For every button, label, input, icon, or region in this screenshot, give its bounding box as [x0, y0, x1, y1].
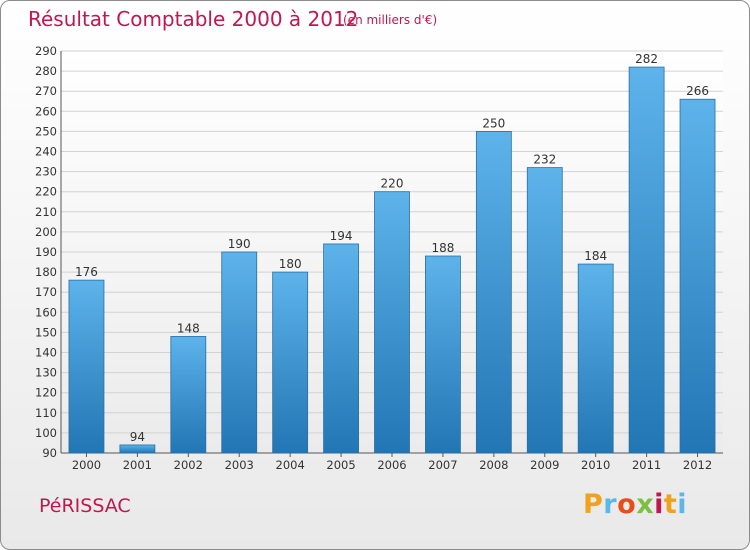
bar-2011: [628, 66, 665, 454]
bar-2002: [170, 336, 207, 454]
y-tick-label: 210: [35, 205, 57, 219]
logo-letter: x: [636, 489, 655, 520]
bar-2010: [577, 263, 614, 454]
data-label-2000: 176: [75, 265, 98, 279]
y-tick-label: 120: [35, 386, 57, 400]
data-label-2008: 250: [482, 116, 505, 130]
bar-2006: [374, 191, 410, 454]
y-tick-label: 250: [35, 124, 57, 138]
y-tick-label: 110: [35, 406, 57, 420]
x-tick-label-2002: 2002: [174, 458, 203, 472]
y-tick-label: 130: [35, 366, 57, 380]
y-tick-label: 100: [35, 426, 57, 440]
bar-2005: [323, 243, 359, 454]
y-tick-label: 150: [35, 325, 57, 339]
data-label-2011: 282: [635, 52, 658, 66]
y-tick-label: 280: [35, 64, 57, 78]
bar-2004: [272, 271, 309, 454]
x-tick-label-2001: 2001: [123, 458, 152, 472]
y-tick-label: 240: [35, 145, 57, 159]
x-tick-label-2008: 2008: [479, 458, 508, 472]
data-label-2007: 188: [431, 241, 454, 255]
x-tick-label-2012: 2012: [683, 458, 712, 472]
y-tick-label: 190: [35, 245, 57, 259]
x-tick-label-2007: 2007: [428, 458, 457, 472]
y-tick-label: 160: [35, 305, 57, 319]
data-label-2009: 232: [533, 153, 556, 167]
y-tick-label: 200: [35, 225, 57, 239]
logo-letter: i: [654, 489, 664, 520]
logo-letter: o: [617, 489, 637, 520]
bar-2009: [526, 167, 563, 454]
x-tick-label-2011: 2011: [632, 458, 661, 472]
bar-2007: [425, 255, 461, 454]
data-label-2003: 190: [228, 237, 251, 251]
bar-2008: [475, 130, 512, 454]
chart-title: Résultat Comptable 2000 à 2012: [28, 7, 359, 31]
y-tick-label: 180: [35, 265, 57, 279]
x-tick-label-2003: 2003: [225, 458, 254, 472]
data-label-2012: 266: [686, 84, 709, 98]
y-tick-label: 220: [35, 185, 57, 199]
x-tick-label-2010: 2010: [581, 458, 610, 472]
commune-name: PéRISSAC: [39, 495, 131, 517]
data-label-2002: 148: [177, 321, 200, 335]
logo-letter: t: [663, 489, 678, 520]
data-label-2010: 184: [584, 249, 607, 263]
chart-subtitle: (en milliers d'€): [343, 13, 438, 27]
bar-2012: [679, 98, 716, 454]
bar-2000: [68, 279, 105, 454]
logo-letter: r: [603, 489, 618, 520]
x-tick-label-2004: 2004: [276, 458, 305, 472]
logo-letter: i: [677, 489, 688, 520]
y-tick-label: 140: [35, 346, 57, 360]
logo-letter: P: [583, 489, 604, 520]
data-label-2004: 180: [279, 257, 302, 271]
x-tick-label-2000: 2000: [72, 458, 101, 472]
x-tick-label-2009: 2009: [530, 458, 559, 472]
y-tick-label: 270: [35, 84, 57, 98]
bar-2001: [119, 444, 156, 454]
y-tick-label: 290: [35, 44, 57, 58]
data-label-2005: 194: [330, 229, 353, 243]
y-tick-label: 260: [35, 104, 57, 118]
y-tick-label: 170: [35, 285, 57, 299]
proxiti-logo[interactable]: Proxiti: [583, 489, 687, 520]
y-tick-label: 90: [42, 446, 57, 460]
data-label-2006: 220: [381, 177, 404, 191]
bar-2003: [221, 251, 258, 454]
data-label-2001: 94: [130, 430, 145, 444]
x-tick-label-2005: 2005: [326, 458, 355, 472]
x-tick-label-2006: 2006: [377, 458, 406, 472]
y-tick-label: 230: [35, 165, 57, 179]
